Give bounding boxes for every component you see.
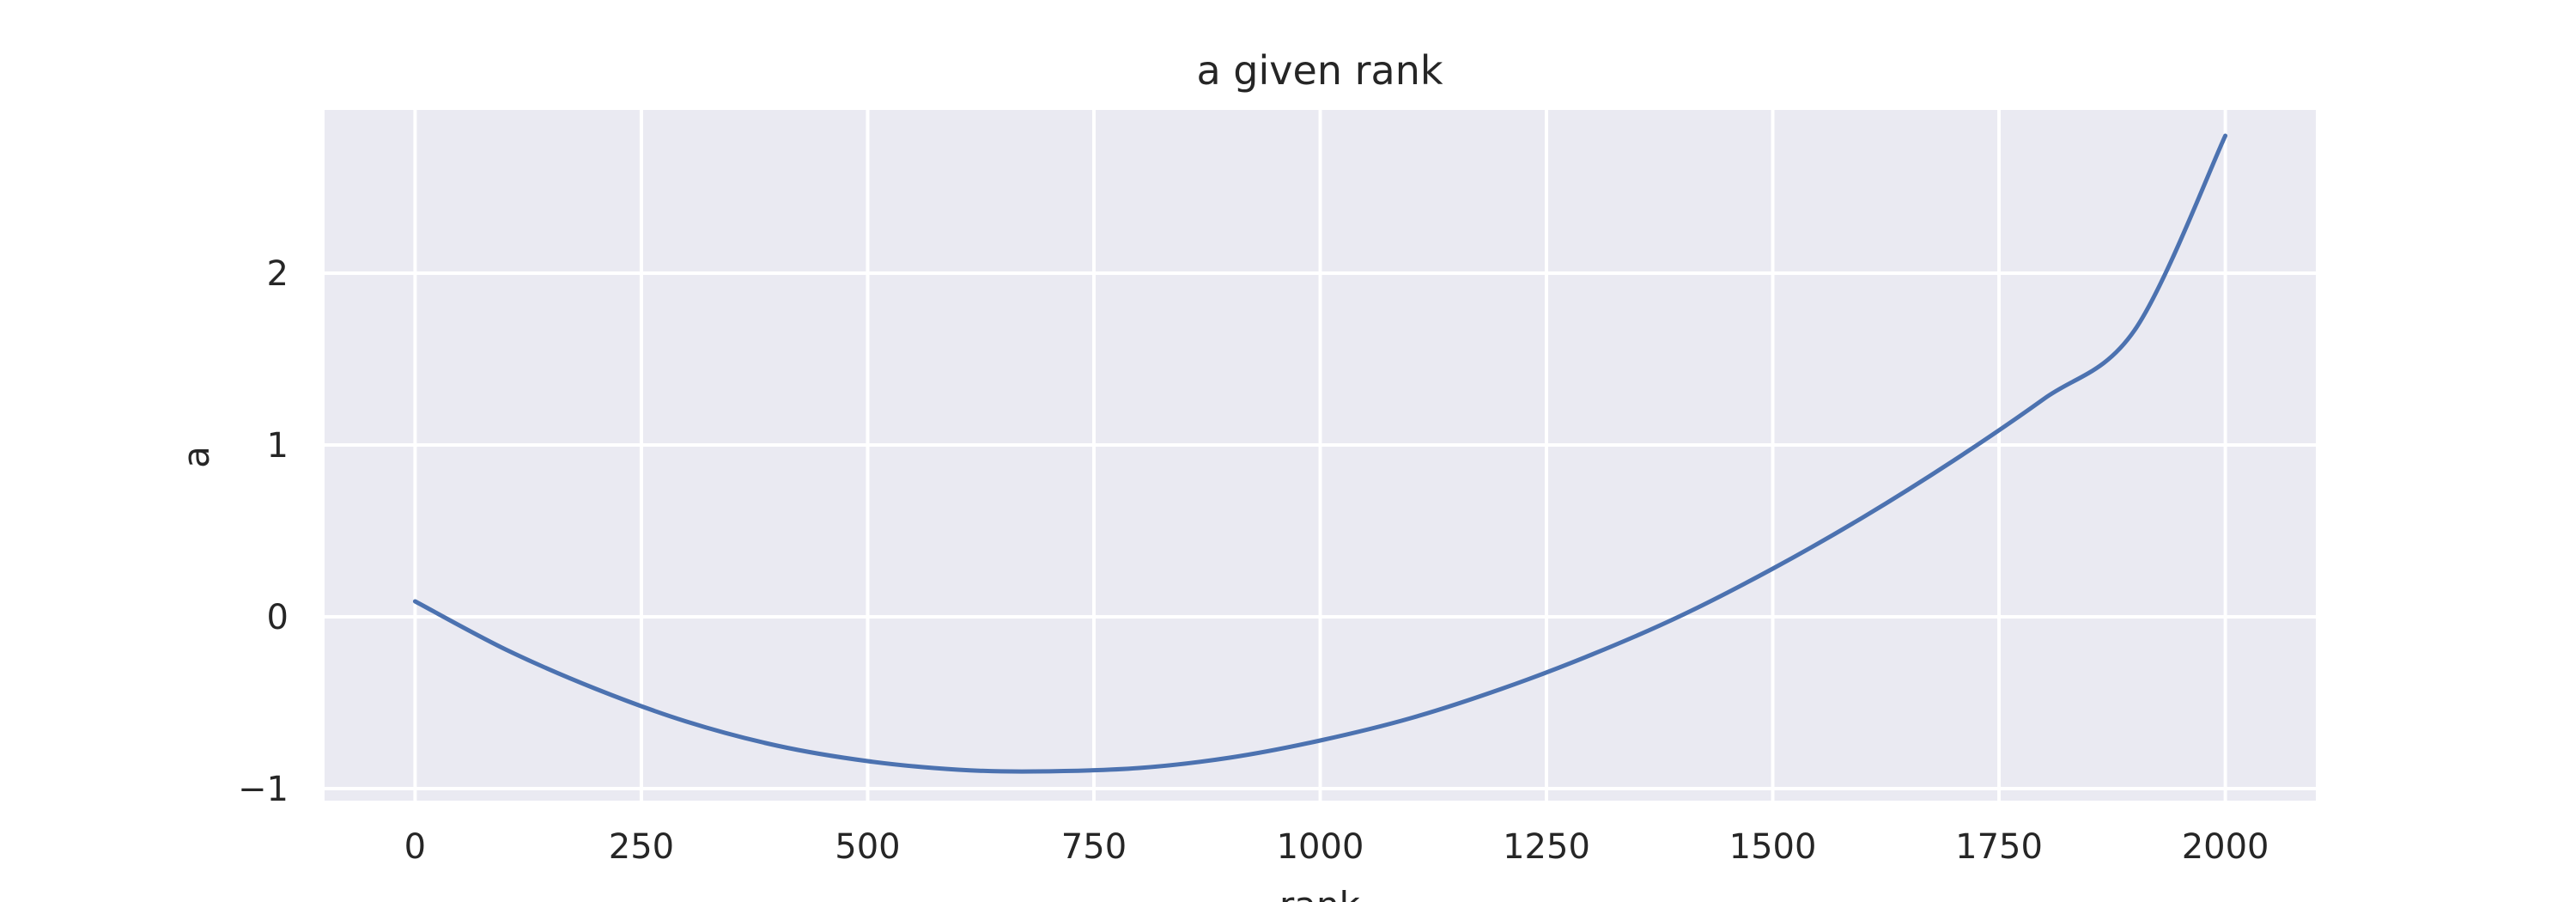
- x-tick-label: 1500: [1729, 827, 1817, 867]
- y-axis-ticks: −1 0 1 2: [238, 254, 289, 809]
- x-tick-label: 0: [404, 827, 426, 867]
- x-tick-label: 1250: [1503, 827, 1590, 867]
- chart-title: a given rank: [1197, 47, 1443, 94]
- series-line: [412, 133, 2228, 774]
- x-tick-label: 500: [835, 827, 900, 867]
- x-tick-label: 750: [1061, 827, 1127, 867]
- x-axis-ticks: 0 250 500 750 1000 1250 1500 1750 2000: [404, 827, 2269, 867]
- x-tick-label: 2000: [2182, 827, 2269, 867]
- y-tick-label: 1: [267, 426, 289, 466]
- x-axis-label: rank: [1279, 884, 1361, 902]
- y-tick-label: 2: [267, 254, 289, 294]
- x-tick-label: 1750: [1955, 827, 2043, 867]
- x-tick-label: 1000: [1277, 827, 1364, 867]
- series-lines: [412, 133, 2228, 774]
- x-tick-label: 250: [609, 827, 674, 867]
- y-tick-label: 0: [267, 598, 289, 637]
- grid-lines: [325, 110, 2316, 801]
- y-axis-label: a: [175, 446, 217, 468]
- y-tick-label: −1: [238, 770, 289, 809]
